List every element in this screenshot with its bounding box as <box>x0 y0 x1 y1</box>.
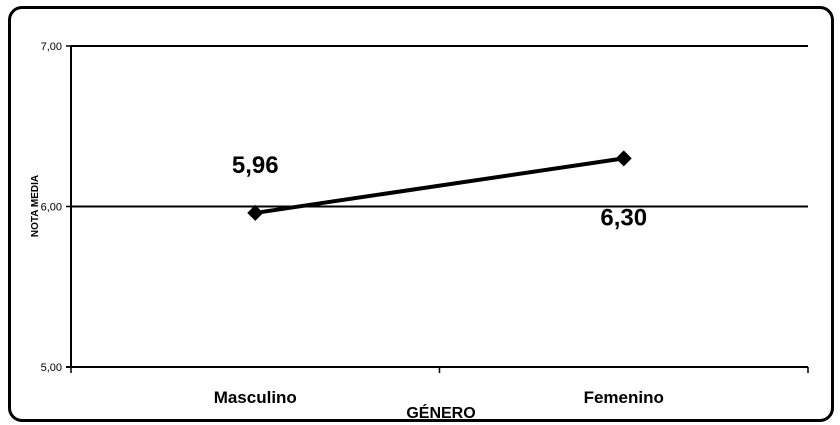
data-label: 6,30 <box>600 204 647 231</box>
data-labels: 5,96 6,30 <box>232 152 647 231</box>
x-tick-label: Masculino <box>214 388 297 407</box>
x-tick-labels: Masculino Femenino <box>70 367 809 407</box>
y-tick-label: 5,00 <box>41 362 62 374</box>
series <box>247 150 632 221</box>
data-point-marker <box>615 150 632 167</box>
data-label: 5,96 <box>232 152 279 179</box>
y-tick-label: 6,00 <box>41 202 62 214</box>
series-line <box>254 156 625 215</box>
y-axis-title: NOTA MEDIA <box>30 175 41 237</box>
y-tick-labels: 5,00 6,00 7,00 <box>41 41 71 374</box>
chart-frame <box>8 6 834 422</box>
x-tick-label: Femenino <box>584 388 664 407</box>
x-axis-title: GÉNERO <box>406 403 475 422</box>
y-tick-label: 7,00 <box>41 41 62 53</box>
data-point-marker <box>247 204 264 221</box>
grid-lines <box>71 45 808 208</box>
